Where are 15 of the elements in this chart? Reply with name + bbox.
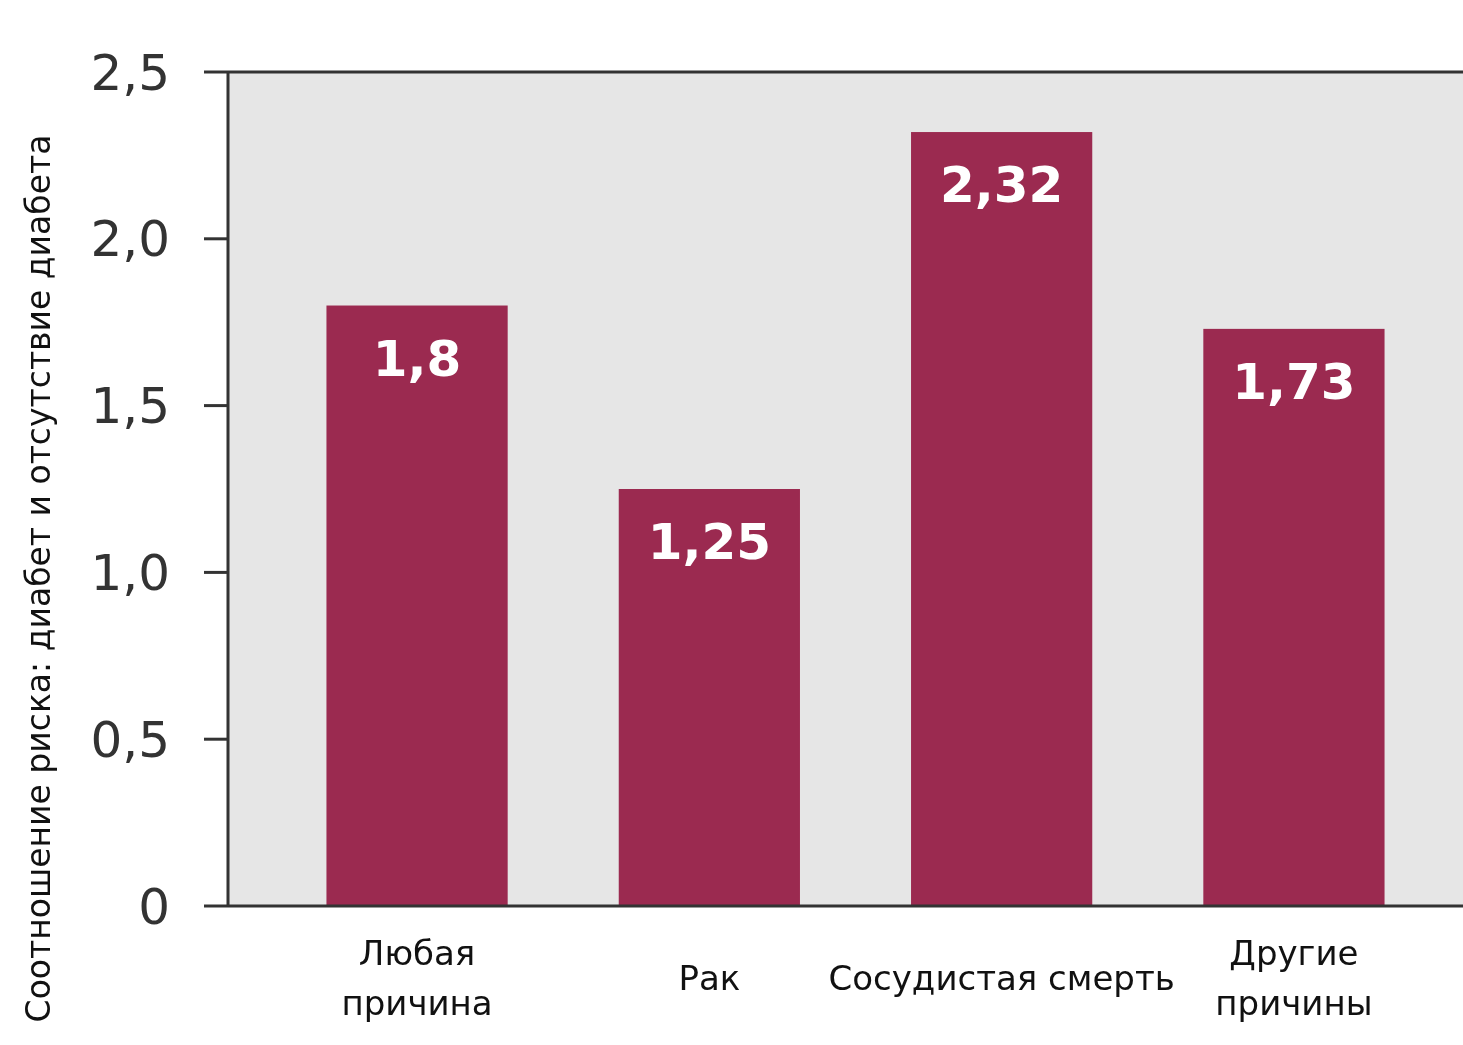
x-tick-label: Любая причина bbox=[341, 933, 493, 1023]
data-label: 1,25 bbox=[647, 513, 772, 571]
data-label: 1,73 bbox=[1232, 352, 1356, 411]
y-axis-title: Соотношение риска: диабет и отсутствие диабета bbox=[19, 134, 58, 1023]
x-tick-label: Другие причины bbox=[1215, 933, 1373, 1023]
x-tick-label: Рак bbox=[678, 958, 741, 998]
data-label: 2,32 bbox=[939, 156, 1064, 215]
x-tick-label: Сосудистая смерть bbox=[828, 958, 1175, 998]
y-tick-label: 1,0 bbox=[90, 543, 170, 602]
y-tick-label: 2,0 bbox=[90, 210, 170, 269]
data-label: 1,8 bbox=[372, 329, 462, 388]
y-tick-label: 0,5 bbox=[90, 710, 170, 769]
y-tick-label: 1,5 bbox=[90, 377, 170, 436]
y-tick-label: 2,5 bbox=[90, 43, 170, 102]
y-tick-label: 0 bbox=[138, 877, 170, 936]
